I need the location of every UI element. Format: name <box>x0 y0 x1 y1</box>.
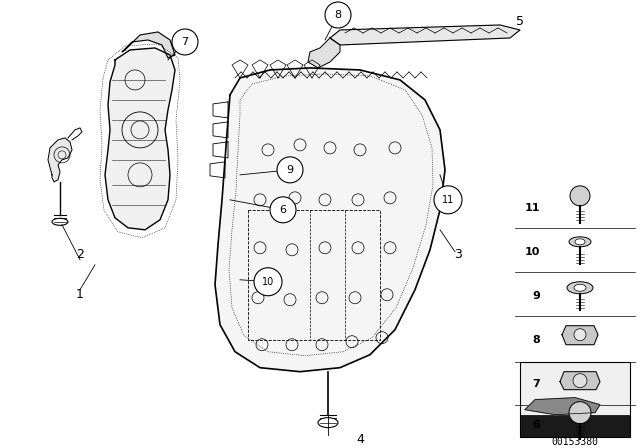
Ellipse shape <box>52 218 68 225</box>
Text: 8: 8 <box>532 335 540 345</box>
Text: 1: 1 <box>76 288 84 301</box>
Ellipse shape <box>574 284 586 291</box>
Polygon shape <box>525 398 600 415</box>
Ellipse shape <box>575 239 585 245</box>
Text: 9: 9 <box>532 291 540 301</box>
Text: 6: 6 <box>280 205 287 215</box>
Circle shape <box>325 2 351 28</box>
Polygon shape <box>560 372 600 390</box>
Polygon shape <box>308 38 340 68</box>
Text: 7: 7 <box>181 37 189 47</box>
Circle shape <box>434 186 462 214</box>
Circle shape <box>277 157 303 183</box>
Text: 11: 11 <box>525 203 540 213</box>
Text: 10: 10 <box>525 247 540 257</box>
Text: 4: 4 <box>356 433 364 446</box>
Text: 7: 7 <box>532 379 540 389</box>
Bar <box>520 415 630 437</box>
Polygon shape <box>562 326 598 345</box>
Text: 8: 8 <box>335 10 342 20</box>
Ellipse shape <box>318 418 338 428</box>
Circle shape <box>254 268 282 296</box>
Text: 00153380: 00153380 <box>552 437 598 447</box>
Text: 11: 11 <box>442 195 454 205</box>
Bar <box>520 362 630 437</box>
Text: 9: 9 <box>287 165 294 175</box>
Text: 10: 10 <box>262 277 274 287</box>
Circle shape <box>570 186 590 206</box>
Text: 5: 5 <box>516 16 524 29</box>
Polygon shape <box>105 48 175 230</box>
Circle shape <box>172 29 198 55</box>
Text: 6: 6 <box>532 420 540 430</box>
Circle shape <box>573 374 587 388</box>
Circle shape <box>574 329 586 341</box>
Text: 3: 3 <box>454 248 462 261</box>
Polygon shape <box>48 138 72 182</box>
Ellipse shape <box>569 237 591 247</box>
Circle shape <box>569 402 591 424</box>
Ellipse shape <box>567 282 593 294</box>
Polygon shape <box>122 32 175 58</box>
Circle shape <box>270 197 296 223</box>
Polygon shape <box>330 25 520 45</box>
Polygon shape <box>215 68 445 372</box>
Text: 2: 2 <box>76 248 84 261</box>
